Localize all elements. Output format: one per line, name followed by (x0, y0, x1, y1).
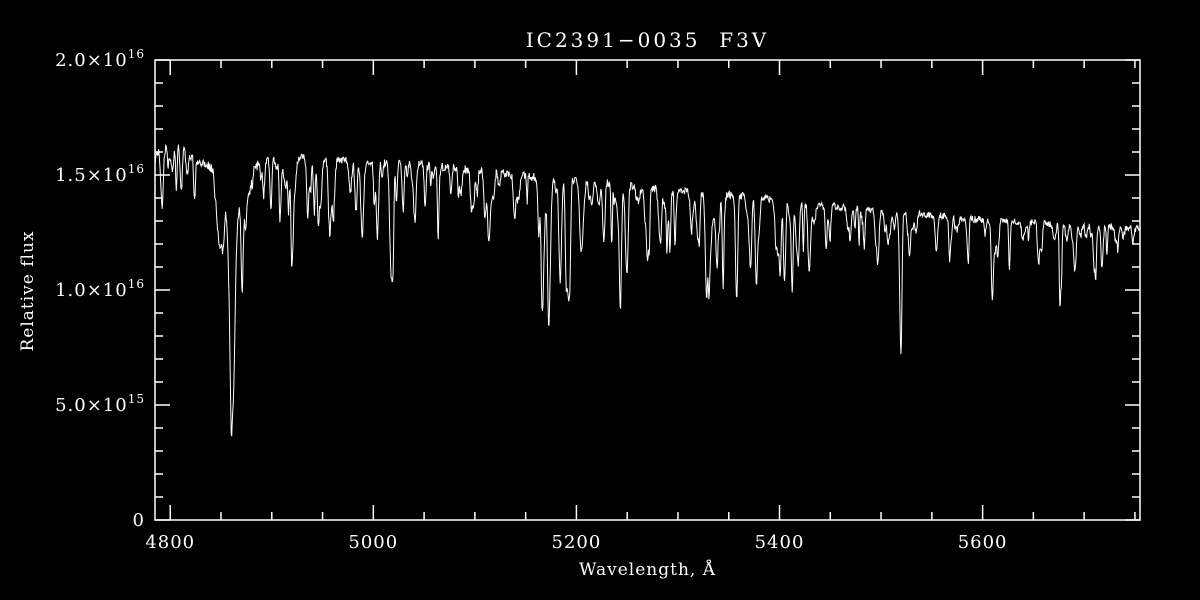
x-tick-label: 5600 (958, 532, 1008, 553)
y-tick-label: 1.0×1016 (55, 277, 145, 301)
x-tick-label: 5200 (552, 532, 602, 553)
y-axis-label: Relative flux (18, 230, 38, 352)
y-tick-label: 2.0×1016 (55, 47, 145, 71)
y-tick-label: 0 (133, 510, 145, 531)
x-tick-label: 5000 (348, 532, 398, 553)
x-tick-label: 5400 (755, 532, 805, 553)
x-tick-label: 4800 (145, 532, 195, 553)
spectrum-line (154, 143, 1141, 437)
x-axis-label: Wavelength, Å (579, 560, 716, 580)
y-tick-label: 1.5×1016 (55, 162, 145, 186)
chart-title: IC2391−0035 F3V (525, 28, 770, 52)
y-tick-label: 5.0×1015 (55, 392, 145, 416)
